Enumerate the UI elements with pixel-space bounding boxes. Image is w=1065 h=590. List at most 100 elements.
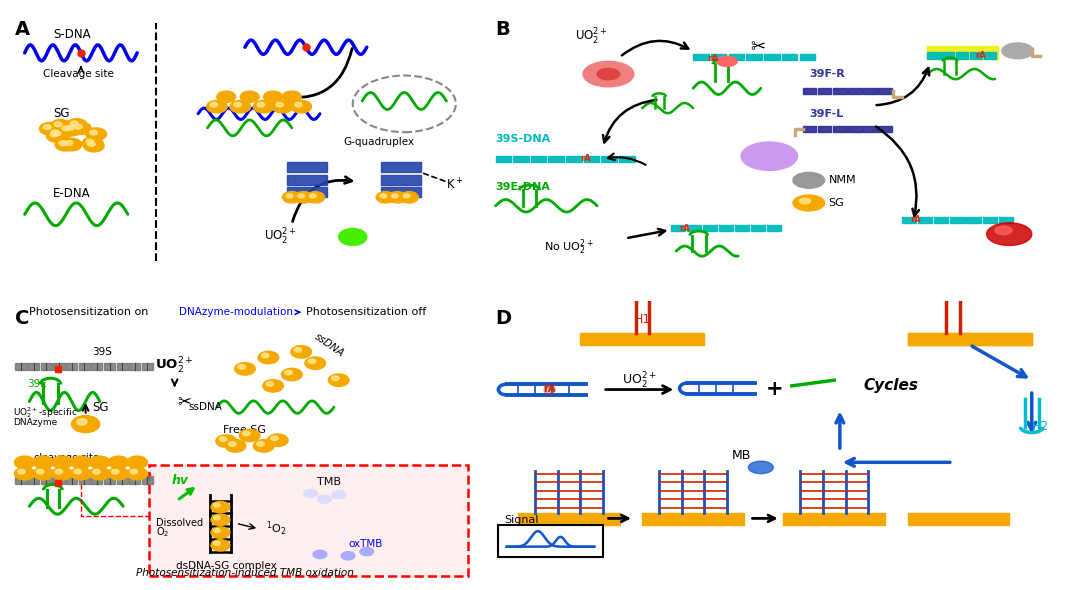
Circle shape <box>33 456 53 468</box>
Bar <box>934 217 949 223</box>
Circle shape <box>54 122 62 127</box>
Bar <box>567 156 581 162</box>
Circle shape <box>331 376 339 381</box>
Bar <box>984 53 996 58</box>
Circle shape <box>392 194 398 198</box>
Circle shape <box>33 467 53 480</box>
Bar <box>907 513 1010 525</box>
Bar <box>833 126 847 132</box>
Bar <box>864 126 876 132</box>
Circle shape <box>83 139 104 152</box>
Bar <box>580 333 704 345</box>
Text: dsDNA-SG complex: dsDNA-SG complex <box>176 560 277 571</box>
Circle shape <box>50 120 71 132</box>
Text: rA: rA <box>679 224 690 232</box>
Circle shape <box>214 503 220 507</box>
Circle shape <box>66 119 87 131</box>
Circle shape <box>376 192 395 203</box>
Text: Free SG: Free SG <box>224 425 266 435</box>
Circle shape <box>18 470 26 474</box>
Circle shape <box>282 91 301 103</box>
Circle shape <box>294 192 313 203</box>
Bar <box>803 88 817 94</box>
Circle shape <box>282 192 301 203</box>
Circle shape <box>298 194 305 198</box>
Text: ✂: ✂ <box>751 38 766 56</box>
Circle shape <box>264 91 282 103</box>
Circle shape <box>49 129 70 141</box>
Bar <box>907 333 1032 345</box>
Bar <box>184 371 249 380</box>
Text: A: A <box>15 20 31 40</box>
Circle shape <box>305 357 326 369</box>
Bar <box>849 88 862 94</box>
Bar <box>818 126 832 132</box>
Text: rA: rA <box>580 154 591 163</box>
Circle shape <box>388 192 407 203</box>
Text: D: D <box>495 309 511 329</box>
Circle shape <box>73 470 81 474</box>
Text: cleavage site: cleavage site <box>34 453 99 463</box>
Text: O$_2$: O$_2$ <box>155 525 169 539</box>
Circle shape <box>1002 43 1033 59</box>
Circle shape <box>55 139 76 151</box>
Circle shape <box>214 529 220 533</box>
Bar <box>116 477 128 484</box>
Circle shape <box>55 470 63 474</box>
Circle shape <box>995 226 1012 235</box>
Circle shape <box>50 132 59 137</box>
Bar <box>879 88 891 94</box>
Bar <box>40 363 52 371</box>
Text: DNAzyme-modulation: DNAzyme-modulation <box>179 307 299 317</box>
Text: 39S-DNA: 39S-DNA <box>495 135 551 144</box>
Circle shape <box>257 103 264 107</box>
Circle shape <box>59 124 79 136</box>
Bar <box>28 477 39 484</box>
Circle shape <box>328 374 349 386</box>
Circle shape <box>339 228 366 245</box>
Circle shape <box>15 467 35 480</box>
Text: 39E: 39E <box>27 379 47 389</box>
Circle shape <box>207 100 227 113</box>
Text: Dissolved: Dissolved <box>155 518 203 528</box>
Bar <box>966 217 981 223</box>
Circle shape <box>313 550 327 559</box>
Circle shape <box>226 440 246 452</box>
Circle shape <box>70 122 92 135</box>
Bar <box>519 513 620 525</box>
Bar <box>950 217 965 223</box>
Circle shape <box>70 121 78 126</box>
Circle shape <box>70 456 92 468</box>
Bar <box>40 477 52 484</box>
Circle shape <box>127 467 147 480</box>
Circle shape <box>331 491 346 499</box>
Circle shape <box>257 442 264 446</box>
Circle shape <box>986 223 1032 245</box>
Text: TMB: TMB <box>317 477 341 487</box>
Circle shape <box>258 351 279 364</box>
Circle shape <box>243 431 250 435</box>
Bar <box>767 225 782 231</box>
Bar <box>999 217 1013 223</box>
Bar <box>495 156 511 162</box>
Circle shape <box>211 502 230 513</box>
Text: K$^+$: K$^+$ <box>446 177 464 192</box>
Circle shape <box>240 429 260 442</box>
Text: rA: rA <box>976 51 986 60</box>
Circle shape <box>341 552 355 560</box>
Circle shape <box>65 140 73 145</box>
Circle shape <box>211 540 230 551</box>
Text: H2: H2 <box>1032 421 1049 434</box>
Circle shape <box>39 123 60 135</box>
Bar <box>710 54 726 60</box>
Circle shape <box>360 548 374 556</box>
Circle shape <box>211 527 230 538</box>
Circle shape <box>273 100 293 113</box>
Circle shape <box>237 365 245 369</box>
Text: rA: rA <box>911 215 921 224</box>
Bar <box>15 477 27 484</box>
Text: rA: rA <box>543 384 555 394</box>
Circle shape <box>82 137 103 149</box>
Text: UO$_2^{2+}$: UO$_2^{2+}$ <box>622 371 657 391</box>
Bar <box>784 513 885 525</box>
